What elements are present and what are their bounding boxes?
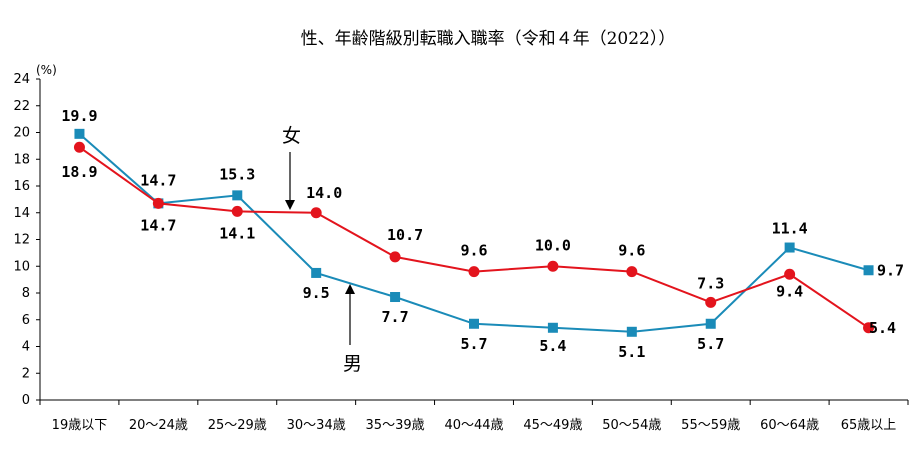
data-label-male: 5.1 (618, 343, 645, 361)
y-tick-label: 16 (13, 179, 30, 194)
annotations: 女 男 (282, 125, 362, 375)
data-point-female (231, 205, 243, 217)
data-point-male (547, 322, 558, 333)
y-axis-unit: (%) (36, 63, 57, 77)
x-tick-label: 25～29歳 (208, 418, 267, 433)
chart-title: 性、年齢階級別転職入職率（令和４年（2022）） (301, 29, 676, 49)
x-tick-label: 65歳以上 (841, 418, 897, 433)
y-tick-label: 12 (13, 233, 30, 248)
data-point-female (863, 322, 875, 334)
data-label-female: 18.9 (61, 163, 97, 181)
data-point-female (310, 207, 322, 219)
x-tick-label: 20～24歳 (129, 418, 188, 433)
data-labels: 18.9 14.7 14.1 14.0 10.7 9.6 10.0 9.6 9.4 5.4 19.9… (61, 107, 904, 361)
data-point-male (469, 318, 479, 329)
x-tick-label: 50～54歳 (602, 418, 661, 433)
y-tick-label: 4 (22, 340, 30, 355)
data-point-male (390, 292, 401, 303)
annotation-male-arrowhead (345, 284, 355, 294)
y-tick-label: 22 (13, 99, 30, 114)
data-label-female: 14.1 (219, 224, 255, 242)
data-point-male (232, 190, 243, 201)
y-tick-label: 6 (22, 313, 30, 328)
y-tick-label: 14 (13, 206, 30, 221)
y-tick-label: 2 (22, 366, 30, 381)
data-label-female: 10.7 (387, 226, 423, 244)
data-label-female: 14.7 (140, 216, 176, 234)
annotation-female-arrowhead (285, 200, 295, 210)
data-point-female (547, 260, 559, 272)
data-point-female (468, 266, 480, 278)
data-point-female (705, 296, 717, 308)
data-point-female (784, 268, 796, 280)
data-label-female: 7.3 (697, 274, 724, 292)
data-label-female: 10.0 (535, 236, 571, 254)
data-label-male: 5.4 (539, 337, 566, 355)
data-label-female: 9.6 (460, 242, 487, 260)
x-tick-label: 40～44歳 (444, 418, 503, 433)
data-label-male: 9.5 (303, 284, 330, 302)
x-tick-label: 19歳以下 (52, 418, 108, 433)
x-tick-label: 35～39歳 (366, 418, 425, 433)
data-point-male (626, 326, 637, 337)
y-tick-label: 18 (13, 152, 30, 167)
series-line-male (78, 133, 869, 333)
data-point-male (311, 267, 322, 278)
annotation-female: 女 (282, 125, 301, 147)
data-point-female (152, 197, 164, 209)
data-point-male (705, 318, 716, 329)
data-label-male: 11.4 (772, 220, 808, 238)
data-label-female: 9.4 (776, 282, 803, 300)
series-layer (73, 128, 875, 337)
data-point-male (863, 265, 874, 276)
data-label-male: 5.7 (697, 335, 724, 353)
x-tick-label: 30～34歳 (287, 418, 346, 433)
y-tick-label: 0 (22, 393, 30, 408)
data-point-female (73, 141, 85, 153)
y-tick-label: 10 (13, 259, 30, 274)
y-tick-label: 8 (22, 286, 30, 301)
data-label-male: 15.3 (219, 165, 255, 183)
annotation-male: 男 (343, 353, 362, 375)
data-point-male (74, 128, 85, 139)
data-label-male: 5.7 (460, 335, 487, 353)
data-label-male: 19.9 (61, 107, 97, 125)
data-point-female (389, 251, 401, 263)
data-label-female: 5.4 (869, 319, 896, 337)
x-tick-label: 45～49歳 (523, 418, 582, 433)
data-point-male (784, 242, 795, 253)
data-label-male: 7.7 (382, 308, 409, 326)
data-label-female: 9.6 (618, 242, 645, 260)
data-label-female: 14.0 (306, 184, 342, 202)
data-point-female (626, 266, 638, 278)
x-axis-ticks: 19歳以下 20～24歳 25～29歳 30～34歳 35～39歳 40～44歳 45～49… (39, 400, 909, 433)
data-label-male: 14.7 (140, 171, 176, 189)
y-tick-label: 24 (13, 72, 30, 87)
series-line-female (78, 146, 870, 329)
x-tick-label: 60～64歳 (760, 418, 819, 433)
x-tick-label: 55～59歳 (681, 418, 740, 433)
y-tick-label: 20 (13, 126, 30, 141)
data-label-male: 9.7 (877, 261, 904, 279)
